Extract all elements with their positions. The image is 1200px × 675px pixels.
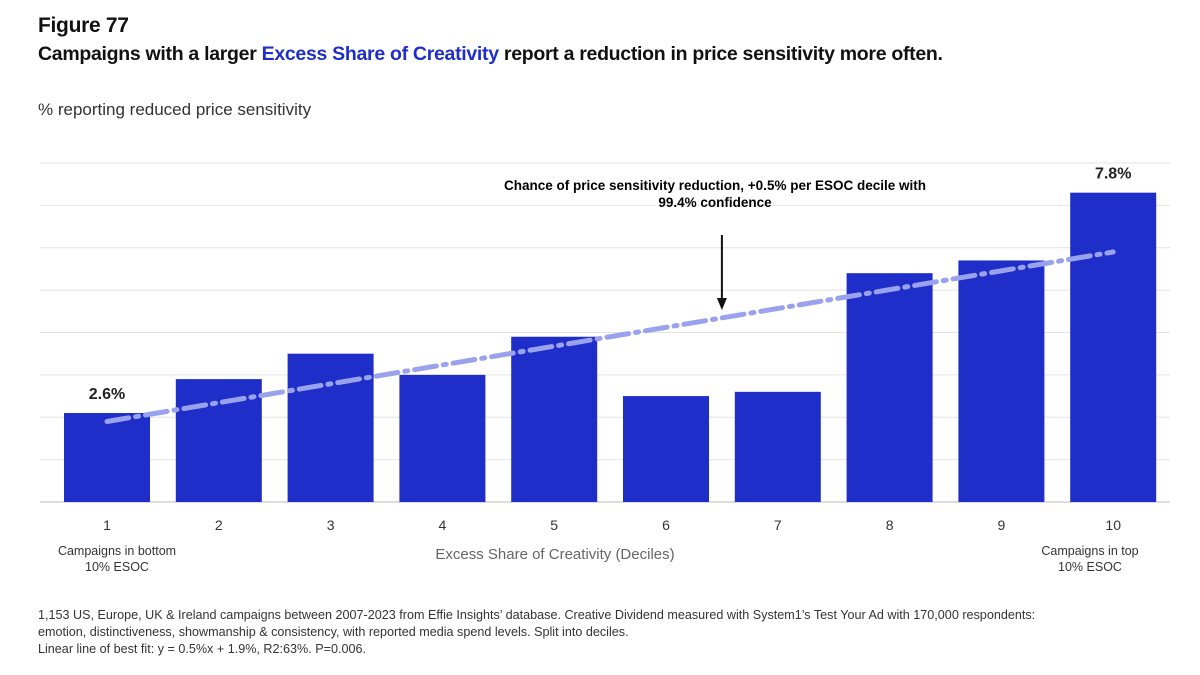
bar-chart: 1 2.6% 2 3 4 5 6 7 8 9 10 7.8% Chance of price sens… (40, 162, 1170, 574)
bar-decile-2 (175, 379, 262, 502)
x-tick-label: 7 (774, 517, 782, 533)
footnote-line-2: emotion, distinctiveness, showmanship & … (38, 625, 629, 639)
figure-label: Figure 77 (38, 14, 129, 37)
title-prefix: Campaigns with a larger (38, 43, 262, 65)
data-label: 7.8% (1095, 166, 1131, 183)
bar-decile-4 (399, 374, 486, 502)
footnote-line-3: Linear line of best fit: y = 0.5%x + 1.9… (38, 642, 366, 656)
bar-decile-7 (734, 391, 821, 502)
x-tick-label: 10 (1105, 517, 1121, 533)
trendline (104, 249, 1116, 424)
bottom-label-1: Campaigns in bottom (58, 544, 176, 558)
bar-decile-9 (958, 260, 1045, 502)
x-tick-label: 2 (215, 517, 223, 533)
bottom-label-2: 10% ESOC (85, 560, 149, 574)
footnote-line-1: 1,153 US, Europe, UK & Ireland campaigns… (38, 608, 1036, 622)
annotation-arrow (716, 235, 727, 310)
data-label: 2.6% (89, 386, 125, 403)
arrow-head (716, 298, 727, 310)
annotation-line-1: Chance of price sensitivity reduction, +… (504, 178, 926, 193)
top-label-1: Campaigns in top (1041, 544, 1138, 558)
footnote: 1,153 US, Europe, UK & Ireland campaigns… (38, 607, 1035, 658)
x-axis-label: Excess Share of Creativity (Deciles) (435, 546, 674, 563)
top-label-2: 10% ESOC (1058, 560, 1122, 574)
bar-decile-8 (846, 273, 933, 502)
annotation-line-2: 99.4% confidence (658, 195, 772, 210)
x-tick-label: 1 (103, 517, 111, 533)
chart-title: Campaigns with a larger Excess Share of … (38, 43, 943, 66)
x-tick-label: 3 (327, 517, 335, 533)
x-tick-label: 4 (439, 517, 447, 533)
x-tick-label: 9 (998, 517, 1006, 533)
bar-decile-10 (1070, 192, 1157, 502)
x-tick-label: 8 (886, 517, 894, 533)
title-suffix: report a reduction in price sensitivity … (498, 43, 943, 65)
bar-decile-5 (511, 336, 598, 502)
bar-decile-6 (623, 396, 709, 502)
x-tick-label: 5 (550, 517, 558, 533)
bar-decile-1 (64, 413, 150, 502)
y-axis-label: % reporting reduced price sensitivity (38, 100, 312, 119)
title-highlight: Excess Share of Creativity (261, 43, 499, 65)
x-tick-label: 6 (662, 517, 670, 533)
bar-decile-3 (287, 353, 374, 502)
